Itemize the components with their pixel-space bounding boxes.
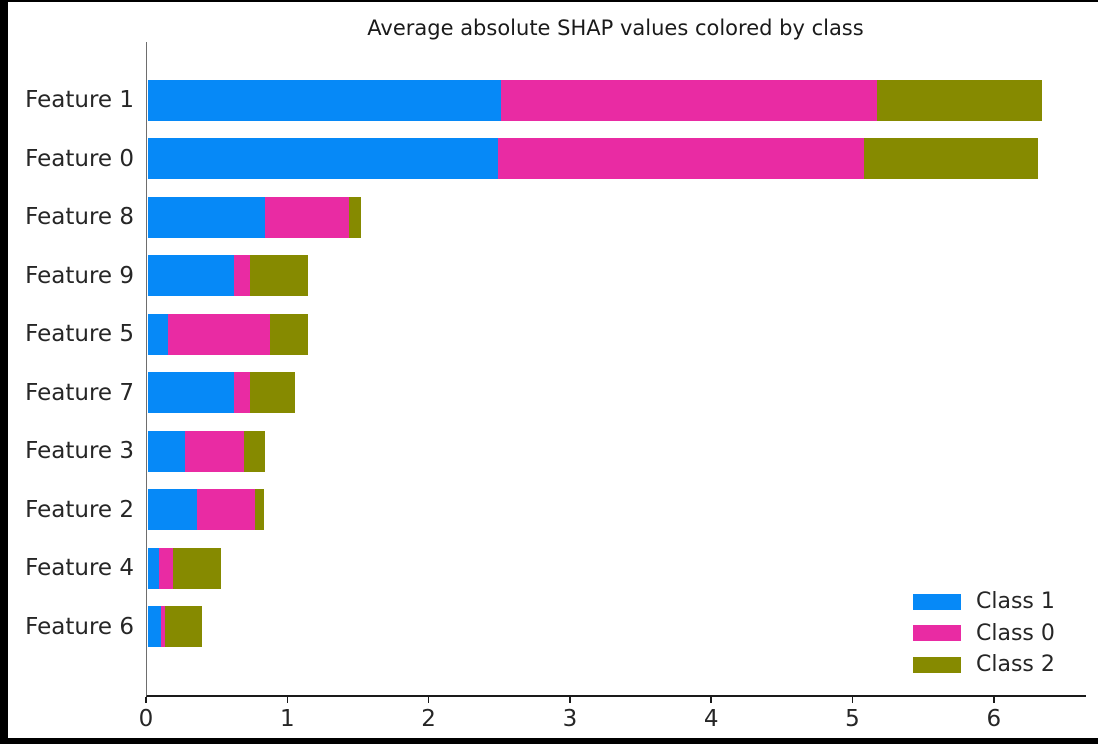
x-tick-label-5: 5 [845, 706, 860, 732]
bar-feature-3 [148, 430, 266, 472]
bar-feature-6 [148, 606, 202, 647]
x-tick-mark-0 [145, 697, 147, 703]
bar-feature-9 [148, 255, 308, 296]
x-tick-label-0: 0 [138, 706, 154, 732]
legend-swatch-class-2 [913, 656, 961, 673]
legend-swatch-class-0 [913, 625, 961, 642]
y-tick-label-feature-6: Feature 6 [25, 613, 134, 640]
matplotlib-figure: Average absolute SHAP values colored by … [8, 2, 1098, 738]
x-tick-mark-3 [569, 697, 571, 703]
y-tick-label-feature-0: Feature 0 [25, 145, 134, 172]
chart-title: Average absolute SHAP values colored by … [367, 16, 864, 40]
x-tick-label-2: 2 [421, 706, 436, 732]
bar-segment-feature-8-class-0 [265, 196, 349, 238]
bar-segment-feature-8-class-1 [148, 196, 266, 238]
x-tick-label-6: 6 [986, 706, 1002, 732]
x-tick-label-4: 4 [703, 706, 719, 732]
y-tick-label-feature-8: Feature 8 [25, 204, 134, 230]
bar-feature-8 [148, 196, 362, 238]
y-tick-label-feature-1: Feature 1 [25, 87, 134, 113]
bar-segment-feature-9-class-0 [234, 255, 250, 296]
bar-segment-feature-8-class-2 [348, 196, 362, 238]
bar-feature-7 [148, 372, 295, 413]
x-tick-label-3: 3 [562, 706, 578, 732]
bar-segment-feature-4-class-0 [159, 547, 174, 589]
y-tick-label-feature-9: Feature 9 [25, 262, 134, 289]
bar-segment-feature-3-class-0 [184, 430, 245, 472]
x-tick-mark-5 [851, 697, 854, 703]
bar-segment-feature-7-class-1 [148, 372, 235, 413]
bar-feature-4 [148, 547, 222, 589]
bar-segment-feature-6-class-1 [148, 606, 161, 647]
legend-label-class-1: Class 1 [976, 589, 1055, 615]
screen-edge [0, 738, 990, 744]
bar-feature-1 [148, 79, 1043, 121]
y-tick-label-feature-7: Feature 7 [25, 379, 134, 406]
x-tick-label-1: 1 [279, 706, 295, 732]
legend: Class 1 Class 0 Class 2 [913, 586, 1055, 681]
bar-segment-feature-9-class-1 [148, 255, 235, 296]
bar-segment-feature-0-class-1 [148, 138, 499, 179]
bar-feature-0 [148, 138, 1039, 179]
bar-segment-feature-3-class-1 [148, 430, 185, 472]
x-tick-mark-1 [286, 697, 289, 703]
legend-label-class-2: Class 2 [976, 652, 1055, 678]
bar-segment-feature-0-class-2 [864, 138, 1039, 179]
legend-item-class-2: Class 2 [913, 649, 1055, 681]
bar-segment-feature-7-class-0 [234, 372, 250, 413]
bar-segment-feature-6-class-2 [164, 606, 202, 647]
bar-segment-feature-5-class-1 [148, 313, 168, 355]
y-tick-label-feature-3: Feature 3 [25, 438, 134, 464]
y-tick-label-feature-5: Feature 5 [25, 321, 134, 347]
legend-item-class-1: Class 1 [913, 586, 1055, 618]
bar-segment-feature-1-class-0 [501, 79, 878, 121]
x-tick-mark-2 [427, 697, 430, 703]
plot-area [146, 42, 1086, 697]
y-tick-label-feature-4: Feature 4 [25, 555, 134, 581]
bar-segment-feature-2-class-1 [148, 489, 198, 530]
bar-segment-feature-2-class-0 [197, 489, 256, 530]
x-tick-mark-4 [710, 697, 712, 703]
bar-segment-feature-0-class-0 [498, 138, 865, 179]
bar-segment-feature-4-class-1 [148, 547, 160, 589]
bar-segment-feature-5-class-2 [269, 313, 308, 355]
bar-feature-5 [148, 313, 308, 355]
bar-segment-feature-1-class-1 [148, 79, 502, 121]
bar-segment-feature-4-class-2 [173, 547, 222, 589]
legend-swatch-class-1 [913, 593, 961, 610]
x-tick-mark-6 [993, 697, 995, 703]
bar-segment-feature-3-class-2 [244, 430, 266, 472]
bar-segment-feature-1-class-2 [877, 79, 1043, 121]
bar-segment-feature-6-class-0 [160, 606, 165, 647]
legend-label-class-0: Class 0 [976, 620, 1055, 646]
legend-item-class-0: Class 0 [913, 618, 1055, 650]
bar-feature-2 [148, 489, 264, 530]
y-tick-label-feature-2: Feature 2 [25, 496, 134, 523]
bar-segment-feature-9-class-2 [249, 255, 308, 296]
bar-segment-feature-2-class-2 [255, 489, 264, 530]
bar-segment-feature-5-class-0 [167, 313, 270, 355]
bar-segment-feature-7-class-2 [249, 372, 295, 413]
